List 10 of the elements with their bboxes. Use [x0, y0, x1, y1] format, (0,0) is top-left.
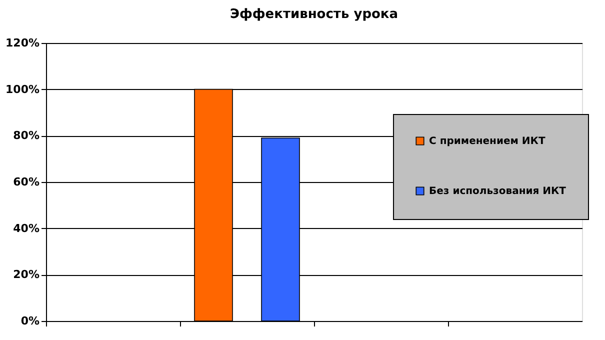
y-tick-label: 60% [13, 176, 40, 188]
y-tick-label: 0% [20, 314, 40, 328]
y-tick-label: 80% [13, 129, 40, 142]
legend-label: Без использования ИКТ [429, 186, 566, 197]
y-tick-label: 40% [13, 222, 40, 235]
y-tick-label: 20% [13, 268, 40, 282]
legend-label: С применением ИКТ [429, 136, 546, 147]
chart-title: Эффективность урока [230, 7, 398, 22]
y-tick-label: 120% [6, 36, 40, 50]
y-tick-label: 100% [6, 82, 40, 96]
